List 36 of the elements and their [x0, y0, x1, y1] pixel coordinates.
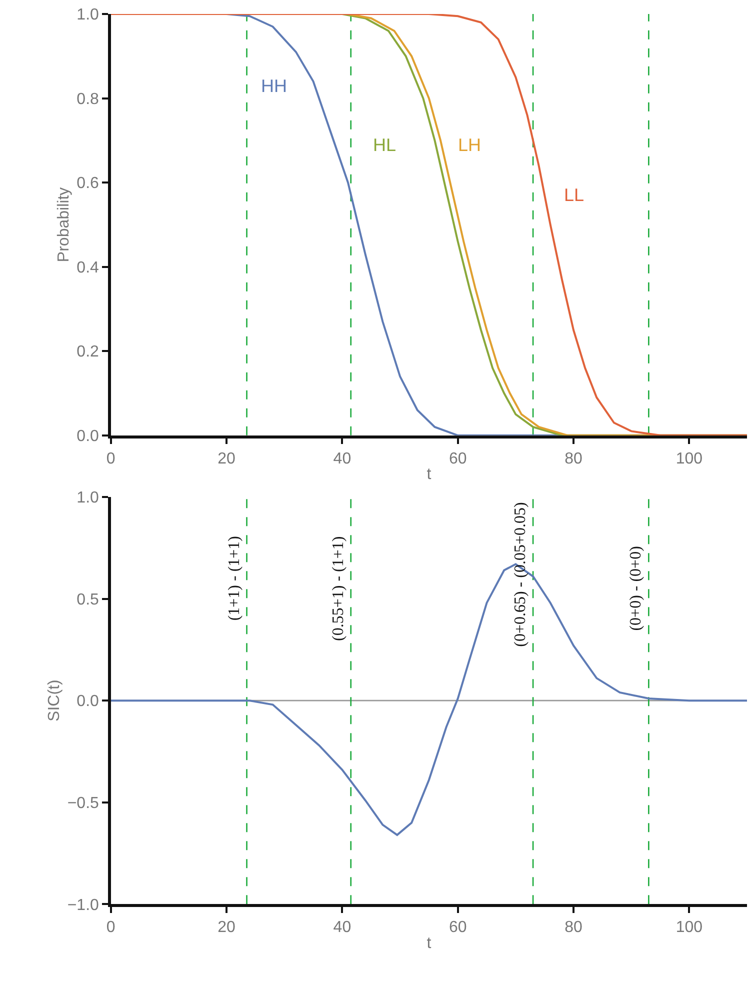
y-axis-title: SIC(t)	[46, 680, 64, 722]
line-series	[110, 14, 747, 436]
annotation: (0+0.65) - (0.05+0.05)	[512, 502, 530, 647]
y-tick-label: −1.0	[67, 896, 100, 914]
x-tick-label: 40	[333, 919, 352, 936]
x-tick-label: 100	[676, 450, 703, 468]
y-tick-label: 0.5	[76, 591, 100, 608]
y-tick-label: 0.0	[76, 693, 100, 710]
x-tick-label: 0	[106, 450, 116, 468]
series-label: HH	[261, 76, 287, 96]
x-tick-label: 60	[448, 919, 467, 936]
annotation: (0.55+1) - (1+1)	[330, 536, 347, 641]
annotation: (0+0) - (0+0)	[628, 546, 645, 631]
x-tick-label: 0	[106, 919, 116, 936]
x-tick-label: 20	[218, 450, 236, 468]
y-axis-title: Probability	[56, 187, 73, 262]
series-label: LH	[458, 135, 482, 155]
annotation: (1+1) - (1+1)	[226, 536, 243, 621]
series-label: LL	[564, 185, 584, 205]
x-axis-title: t	[426, 466, 432, 484]
y-tick-label: −0.5	[67, 794, 100, 812]
x-tick-label: 80	[564, 450, 583, 468]
y-tick-label: 0.8	[76, 90, 100, 108]
x-tick-label: 60	[448, 450, 467, 468]
x-tick-label: 40	[333, 450, 352, 468]
series-label: HL	[373, 135, 396, 155]
y-tick-label: 0.0	[76, 428, 100, 446]
y-tick-label: 0.6	[76, 175, 100, 192]
x-tick-label: 80	[564, 919, 583, 936]
x-axis-title: t	[426, 934, 432, 952]
x-tick-label: 20	[218, 919, 236, 936]
y-tick-label: 0.4	[76, 259, 100, 276]
y-tick-label: 1.0	[76, 6, 100, 24]
y-tick-label: 1.0	[76, 490, 100, 507]
x-tick-label: 100	[676, 919, 703, 936]
y-tick-label: 0.2	[76, 344, 100, 361]
